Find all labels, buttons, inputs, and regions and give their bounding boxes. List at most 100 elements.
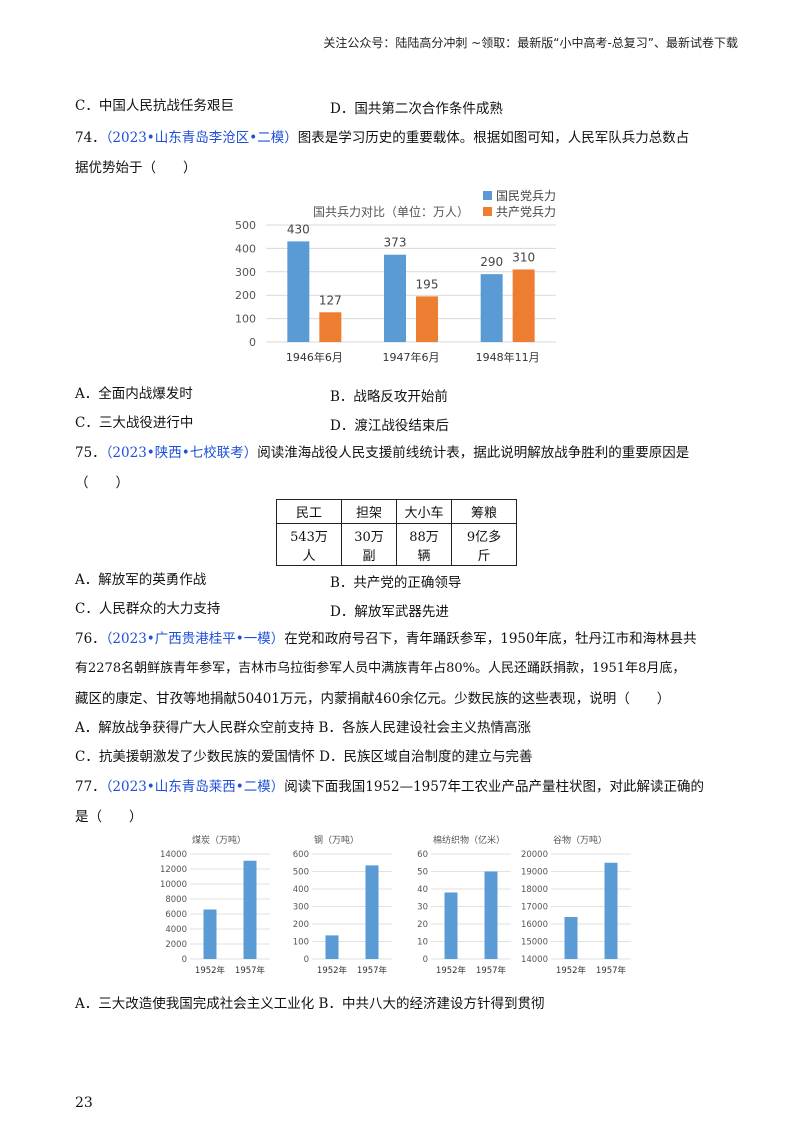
y-tick-label: 2000 bbox=[165, 940, 187, 950]
table-cell-line1: 30万 bbox=[354, 529, 384, 545]
y-tick-label: 500 bbox=[293, 868, 309, 878]
x-tick-label: 1952年 bbox=[195, 965, 226, 976]
q74-option-b: B．战略反攻开始前 bbox=[330, 389, 448, 405]
table-cell: 9亿多斤 bbox=[451, 523, 517, 566]
y-tick-label: 30 bbox=[417, 903, 428, 913]
q75-option-a: A．解放军的英勇作战 bbox=[75, 572, 207, 588]
table-cell-line2: 人 bbox=[302, 548, 316, 564]
q74-stem-line1: 74．（2023•山东青岛李沧区•二模）图表是学习历史的重要载体。根据如图可知，… bbox=[75, 129, 689, 147]
y-tick-label: 0 bbox=[249, 336, 256, 349]
x-tick-label: 1952年 bbox=[436, 965, 467, 976]
y-tick-label: 6000 bbox=[165, 910, 187, 920]
y-tick-label: 12000 bbox=[160, 865, 187, 875]
q75-stem-text: 阅读淮海战役人民支援前线统计表，据此说明解放战争胜利的重要原因是 bbox=[257, 445, 690, 461]
small-chart: 钢（万吨） 0 100 200 300 400 500 600 1952年 1957年 bbox=[293, 834, 392, 976]
huaihai-support-table: 民工 担架 大小车 筹粮 543万人 30万副 88万辆 9亿多斤 bbox=[276, 499, 517, 566]
table-cell: 543万人 bbox=[276, 523, 342, 566]
y-tick-label: 14000 bbox=[521, 955, 548, 965]
q77-number: 77． bbox=[75, 779, 106, 795]
q74-stem-line2: 据优势始于（ ） bbox=[75, 160, 197, 176]
bar-value-label: 430 bbox=[287, 222, 310, 236]
force-comparison-chart: 国共兵力对比（单位：万人） 国民党兵力 共产党兵力 0 100 200 300 400 5… bbox=[235, 188, 556, 364]
y-tick-label: 10 bbox=[417, 938, 428, 948]
q76-source-link[interactable]: （2023•广西贵港桂平•一模） bbox=[105, 631, 285, 647]
y-tick-label: 19000 bbox=[521, 868, 548, 878]
small-chart-title: 煤炭（万吨） bbox=[192, 834, 246, 846]
q77-source-link[interactable]: （2023•山东青岛莱西•二模） bbox=[105, 779, 285, 795]
x-tick-label: 1957年 bbox=[357, 965, 388, 976]
y-tick-label: 600 bbox=[293, 850, 309, 860]
x-tick-label: 1952年 bbox=[317, 965, 348, 976]
bar-value-label: 310 bbox=[512, 250, 535, 264]
bar bbox=[325, 935, 339, 959]
q76-options-cd: C．抗美援朝激发了少数民族的爱国情怀 D．民族区域自治制度的建立与完善 bbox=[75, 749, 533, 765]
bar bbox=[416, 296, 438, 342]
bar bbox=[203, 909, 217, 959]
x-tick-label: 1957年 bbox=[596, 965, 627, 976]
y-tick-label: 8000 bbox=[165, 895, 187, 905]
small-chart: 棉纺织物（亿米） 0 10 20 30 40 50 60 1952年 1957年 bbox=[417, 834, 511, 976]
table-header-cell: 大小车 bbox=[396, 499, 452, 524]
q76-options-ab: A．解放战争获得广大人民群众空前支持 B．各族人民建设社会主义热情高涨 bbox=[75, 720, 531, 736]
y-tick-label: 20000 bbox=[521, 850, 548, 860]
q76-stem-text: 在党和政府号召下，青年踊跃参军，1950年底，牡丹江市和海林县共 bbox=[284, 631, 697, 647]
y-tick-label: 200 bbox=[293, 920, 309, 930]
y-tick-label: 20 bbox=[417, 920, 428, 930]
small-chart: 煤炭（万吨） 0 2000 4000 6000 8000 10000 12000 14000 19… bbox=[160, 834, 270, 976]
bar bbox=[319, 312, 342, 342]
chart1-plot-area: 0 100 200 300 400 500 430 127 1946年6月 373 195 1947年… bbox=[235, 219, 556, 364]
q74-stem-text: 图表是学习历史的重要载体。根据如图可知，人民军队兵力总数占 bbox=[297, 130, 690, 146]
q74-number: 74． bbox=[75, 130, 106, 146]
q75-stem-line2: （ ） bbox=[75, 475, 129, 491]
y-tick-label: 16000 bbox=[521, 920, 548, 930]
q77-stem-line2: 是（ ） bbox=[75, 809, 143, 825]
x-tick-label: 1947年6月 bbox=[383, 350, 440, 364]
q74-option-a: A．全面内战爆发时 bbox=[75, 386, 193, 402]
q76-stem-line1: 76．（2023•广西贵港桂平•一模）在党和政府号召下，青年踊跃参军，1950年… bbox=[75, 630, 697, 648]
table-cell-line1: 88万 bbox=[409, 529, 439, 545]
table-cell-line2: 辆 bbox=[417, 548, 431, 564]
q75-stem-line1: 75．（2023•陕西•七校联考）阅读淮海战役人民支援前线统计表，据此说明解放战… bbox=[75, 444, 689, 462]
table-header-row: 民工 担架 大小车 筹粮 bbox=[276, 499, 517, 524]
bar bbox=[604, 862, 618, 959]
bar bbox=[365, 865, 379, 959]
bar bbox=[287, 241, 310, 342]
table-cell-line1: 9亿多 bbox=[466, 529, 502, 545]
q74-option-d: D．渡江战役结束后 bbox=[330, 418, 449, 434]
y-tick-label: 10000 bbox=[160, 880, 187, 890]
page-header: 关注公众号：陆陆高分冲刺 ~领取：最新版“小中高考-总复习”、最新试卷下载 bbox=[323, 36, 738, 50]
x-tick-label: 1948年11月 bbox=[476, 350, 540, 364]
x-tick-label: 1952年 bbox=[556, 965, 587, 976]
small-charts-group: 煤炭（万吨）0200040006000800010000120001400019… bbox=[160, 834, 631, 976]
q74-option-c: C．三大战役进行中 bbox=[75, 415, 194, 431]
y-tick-label: 0 bbox=[304, 955, 309, 965]
x-tick-label: 1946年6月 bbox=[286, 350, 343, 364]
bar-value-label: 127 bbox=[319, 293, 342, 307]
y-tick-label: 0 bbox=[182, 955, 187, 965]
q75-option-c: C．人民群众的大力支持 bbox=[75, 601, 221, 617]
q75-option-b: B．共产党的正确领导 bbox=[330, 575, 462, 591]
small-chart-title: 棉纺织物（亿米） bbox=[433, 834, 505, 846]
legend-label-cpc: 共产党兵力 bbox=[496, 204, 556, 219]
x-tick-label: 1957年 bbox=[235, 965, 266, 976]
q73-option-d: D．国共第二次合作条件成熟 bbox=[330, 101, 503, 117]
q74-source-link[interactable]: （2023•山东青岛李沧区•二模） bbox=[105, 130, 298, 146]
bar bbox=[564, 917, 578, 959]
q75-number: 75． bbox=[75, 445, 106, 461]
y-tick-label: 200 bbox=[235, 289, 256, 302]
q77-options-ab: A．三大改造使我国完成社会主义工业化 B．中共八大的经济建设方针得到贯彻 bbox=[75, 996, 545, 1012]
q76-number: 76． bbox=[75, 631, 106, 647]
y-tick-label: 4000 bbox=[165, 925, 187, 935]
bar-value-label: 373 bbox=[384, 236, 407, 250]
y-tick-label: 100 bbox=[235, 313, 256, 326]
q75-source-link[interactable]: （2023•陕西•七校联考） bbox=[105, 445, 258, 461]
bar bbox=[243, 860, 257, 959]
table-cell-line2: 副 bbox=[362, 548, 376, 564]
q76-stem-line2: 有2278名朝鲜族青年参军，吉林市乌拉街参军人员中满族青年占80%。人民还踊跃捐… bbox=[75, 661, 686, 676]
q75-option-d: D．解放军武器先进 bbox=[330, 604, 449, 620]
q77-stem-text: 阅读下面我国1952—1957年工农业产品产量柱状图，对此解读正确的 bbox=[284, 779, 704, 795]
q73-option-c: C．中国人民抗战任务艰巨 bbox=[75, 98, 234, 114]
y-tick-label: 300 bbox=[235, 266, 256, 279]
y-tick-label: 400 bbox=[293, 885, 309, 895]
table-header-cell: 筹粮 bbox=[451, 499, 517, 524]
